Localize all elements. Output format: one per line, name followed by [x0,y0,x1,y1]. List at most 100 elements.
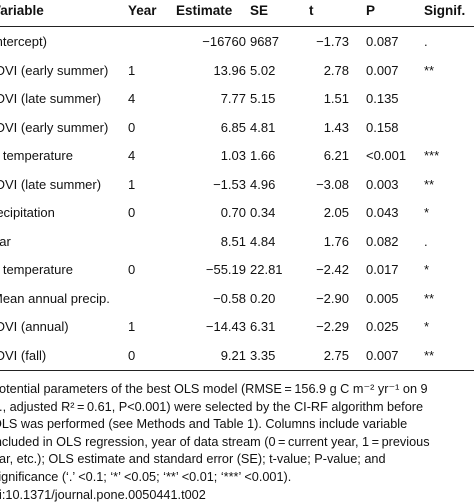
cell-signif: ** [424,62,435,78]
table-row: ir temperature 0 −55.19 22.81 −2.42 0.017 * [0,255,474,285]
header-estimate: Estimate [176,3,233,18]
cell-t: 1.51 [323,91,349,106]
cell-se: 9687 [250,34,279,49]
cell-t: 2.75 [323,347,349,363]
cell-variable: Mean annual precip. [0,290,110,306]
header-year: Year [128,3,157,18]
table-row: IDVI (late summer) 1 −1.53 4.96 −3.08 0.003 ** [0,170,474,200]
cell-variable: IDVI (early summer) [0,62,109,78]
table-row: Mean annual precip. −0.58 0.20 −2.90 0.005 ** [0,284,474,314]
footnote-line: included in OLS regression, year of data… [0,434,430,449]
cell-variable: IDVI (annual) [0,319,69,334]
cell-year: 0 [128,119,136,135]
cell-t: 1.43 [323,119,349,135]
cell-p: 0.007 [366,62,399,78]
table-row: IDVI (early summer) 0 6.85 4.81 1.43 0.158 [0,113,474,143]
cell-year: 0 [128,262,136,277]
footnote-line: .f., adjusted R² = 0.61, P<0.001) were s… [0,399,424,414]
cell-estimate: 13.96 [213,62,246,78]
cell-p: 0.082 [366,233,399,249]
cell-se: 0.34 [250,205,276,220]
cell-se: 4.84 [250,233,276,249]
table-row: IDVI (early summer) 1 13.96 5.02 2.78 0.007 ** [0,56,474,86]
cell-year: 1 [128,62,136,78]
cell-se: 0.20 [250,290,276,306]
cell-estimate: −0.58 [213,290,246,306]
table-row: IDVI (fall) 0 9.213.35 2.75 0.007 ** [0,341,474,371]
table-row: ir temperature 4 1.03 1.66 6.21 <0.001 *** [0,141,474,171]
cell-p: <0.001 [366,148,407,163]
cell-estimate: 6.85 [220,119,246,135]
footnote-line: OLS was performed (see Methods and Table… [0,417,408,432]
cell-t: 1.76 [323,233,349,249]
footnote-line: oi:10.1371/journal.pone.0050441.t002 [0,487,206,502]
cell-t: −1.73 [316,34,349,49]
header-p: P [366,3,376,18]
cell-se: 1.66 [250,148,276,163]
cell-p: 0.005 [366,290,399,306]
cell-t: −2.42 [316,262,349,277]
cell-estimate: −1.53 [213,176,246,192]
cell-variable: Intercept) [0,34,47,49]
cell-year: 1 [128,319,136,334]
cell-p: 0.135 [366,91,399,106]
cell-year: 4 [128,148,136,163]
bottom-rule [0,370,474,371]
cell-estimate: −16760 [202,34,246,49]
cell-estimate: −55.19 [205,262,246,277]
cell-variable: ir temperature [0,262,73,277]
cell-variable: IDVI (late summer) [0,91,102,106]
cell-se: 5.15 [250,91,276,106]
cell-signif: . [424,233,428,249]
cell-t: −2.90 [316,290,349,306]
header-signif: Signif. [424,3,466,18]
cell-estimate: 8.51 [220,233,246,249]
cell-se: 5.02 [250,62,276,78]
cell-se: 4.81 [250,119,276,135]
cell-variable: IDVI (early summer) [0,119,109,135]
header-se: SE [250,3,269,18]
table-header: Variable Year Estimate SE t P Signif. [0,0,474,26]
table-row: IDVI (late summer) 4 7.77 5.15 1.51 0.135 [0,84,474,114]
cell-se: 6.31 [250,319,276,334]
cell-se: 3.35 [250,347,276,363]
cell-estimate: −14.43 [205,319,246,334]
cell-t: −2.29 [316,319,349,334]
cell-signif: ** [424,347,435,363]
header-variable: Variable [0,3,44,18]
cell-p: 0.007 [366,347,399,363]
cell-signif: . [424,34,428,49]
cell-year: 1 [128,176,136,192]
footnote-line: significance (‘.’ <0.1; ‘*’ <0.05; ‘**’ … [0,469,292,484]
table-row: ear 8.514.84 1.76 0.082. [0,227,474,257]
cell-p: 0.158 [366,119,399,135]
cell-t: 2.78 [323,62,349,78]
cell-year: 0 [128,347,136,363]
cell-variable: IDVI (late summer) [0,176,102,192]
cell-se: 4.96 [250,176,276,192]
footnote-line: potential parameters of the best OLS mod… [0,382,428,396]
cell-p: 0.087 [366,34,399,49]
cell-t: −3.08 [316,176,349,192]
cell-se: 22.81 [250,262,283,277]
cell-estimate: 9.21 [220,347,246,363]
table-row: Intercept) −16760 9687 −1.73 0.087. [0,27,474,57]
cell-signif: * [424,319,430,334]
cell-variable: ir temperature [0,148,73,163]
cell-variable: recipitation [0,205,55,220]
cell-p: 0.025 [366,319,399,334]
cell-year: 4 [128,91,136,106]
cell-p: 0.003 [366,176,399,192]
header-rule [0,26,474,27]
cell-signif: * [424,262,430,277]
cell-variable: IDVI (fall) [0,347,47,363]
cell-estimate: 7.77 [220,91,246,106]
cell-estimate: 0.70 [220,205,246,220]
cell-signif: ** [424,290,435,306]
table-row: IDVI (annual) 1 −14.43 6.31 −2.29 0.025 * [0,312,474,342]
cell-estimate: 1.03 [220,148,246,163]
table-footnote: potential parameters of the best OLS mod… [0,381,474,504]
cell-p: 0.017 [366,262,399,277]
table-row: recipitation 0 0.70 0.34 2.05 0.043 * [0,198,474,228]
cell-signif: ** [424,176,435,192]
